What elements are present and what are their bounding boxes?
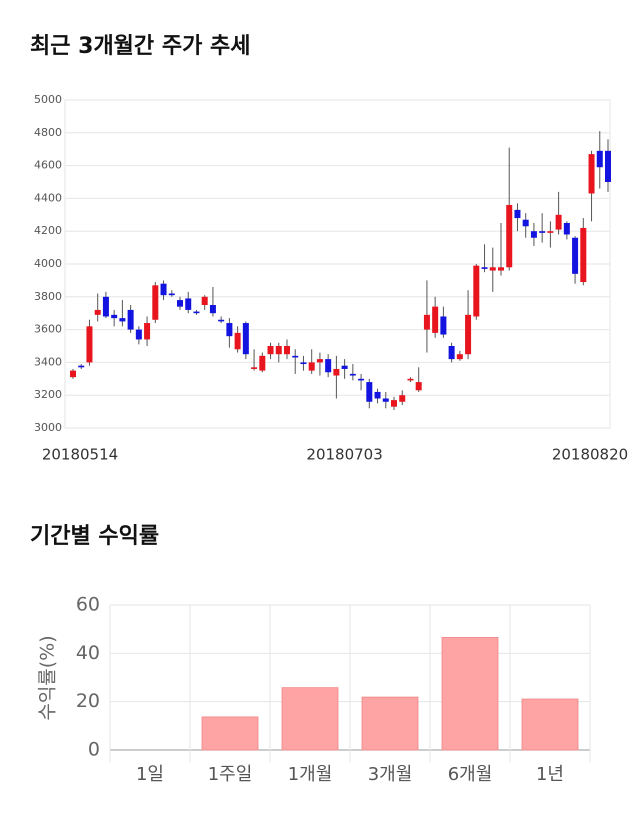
y-tick-label: 4800 (34, 126, 62, 139)
candle-body (465, 314, 472, 355)
y-axis-label: 수익률(%) (37, 635, 59, 720)
candle-body (440, 316, 447, 335)
candle-body (144, 323, 151, 340)
x-tick-label: 1개월 (288, 764, 333, 785)
y-tick-label: 4400 (34, 191, 62, 204)
bar (521, 698, 579, 751)
candle-body (218, 319, 225, 322)
candle-body (111, 314, 118, 319)
y-tick-label: 20 (76, 690, 100, 712)
y-tick-label: 5000 (34, 93, 62, 106)
candle-body (358, 378, 365, 381)
candle-body (325, 359, 332, 373)
x-tick-label: 1주일 (208, 764, 253, 785)
candle-body (102, 296, 109, 317)
candle-body (185, 298, 192, 310)
candle-body (316, 359, 323, 363)
candle-body (234, 332, 241, 350)
y-tick-label: 3000 (34, 421, 62, 434)
candle-body (168, 293, 175, 296)
x-tick-label: 6개월 (448, 764, 493, 785)
candle-body (498, 267, 504, 271)
candle-body (251, 367, 258, 369)
candle-body (473, 265, 480, 317)
candle-body (275, 346, 282, 355)
candle-body (86, 326, 93, 363)
candle-body (374, 391, 381, 399)
candle-body (596, 150, 603, 168)
candle-body (70, 370, 76, 378)
candle-body (407, 378, 414, 381)
candle-body (119, 318, 126, 322)
y-tick-label: 4200 (34, 224, 62, 237)
candle-body (242, 323, 249, 355)
candle-body (366, 382, 373, 402)
candle-body (572, 237, 579, 274)
chart-title: 기간별 수익률 (30, 524, 159, 549)
candle-body (78, 365, 85, 368)
candle-body (563, 223, 570, 235)
candle-body (391, 400, 397, 407)
candle-body (259, 355, 266, 371)
candle-body (226, 323, 233, 337)
candle-body (580, 227, 587, 283)
candle-body (300, 362, 307, 365)
candle-body (94, 309, 101, 315)
candle-body (127, 309, 134, 330)
candle-body (448, 346, 455, 360)
candle-body (193, 311, 200, 314)
candle-body (382, 398, 389, 402)
x-tick-label: 1일 (136, 764, 164, 785)
candle-body (456, 354, 463, 360)
candle-body (514, 209, 521, 219)
candle-body (605, 150, 611, 182)
candle-body (308, 362, 315, 371)
candle-body (555, 214, 562, 230)
candle-body (209, 305, 216, 314)
candle-body (333, 368, 340, 376)
x-tick-label: 3개월 (368, 764, 413, 785)
x-tick-label: 20180514 (42, 446, 118, 464)
y-tick-label: 3800 (34, 290, 62, 303)
y-tick-label: 3200 (34, 388, 62, 401)
candle-body (284, 346, 290, 355)
candle-body (399, 395, 406, 402)
chart-title: 최근 3개월간 주가 추세 (30, 34, 250, 59)
candle-body (201, 296, 208, 305)
y-tick-label: 0 (88, 739, 100, 761)
candle-body (135, 329, 142, 340)
candle-body (292, 355, 299, 358)
candle-body (588, 154, 595, 194)
candle-body (341, 365, 348, 369)
y-tick-label: 4000 (34, 257, 62, 270)
x-tick-label: 20180820 (552, 446, 628, 464)
candle-body (481, 267, 488, 269)
bar (201, 716, 259, 751)
x-tick-label: 1년 (536, 764, 564, 785)
y-tick-label: 4600 (34, 159, 62, 172)
candle-body (432, 306, 439, 333)
candle-body (267, 346, 274, 355)
candle-body (489, 267, 496, 271)
candle-body (415, 382, 422, 391)
bar (281, 687, 339, 751)
candle-body (152, 285, 159, 320)
y-tick-label: 3600 (34, 323, 62, 336)
y-tick-label: 3400 (34, 355, 62, 368)
y-tick-label: 60 (76, 594, 100, 616)
candle-body (539, 231, 546, 233)
candle-body (160, 283, 167, 296)
candle-body (522, 219, 529, 227)
candle-body (547, 231, 554, 233)
candle-body (423, 314, 430, 330)
y-tick-label: 40 (76, 642, 100, 664)
bar (441, 636, 499, 751)
candle-body (530, 231, 537, 238)
candle-body (349, 373, 356, 376)
candle-body (177, 300, 183, 307)
candle-body (506, 204, 513, 268)
x-tick-label: 20180703 (306, 446, 382, 464)
bar (361, 696, 419, 751)
